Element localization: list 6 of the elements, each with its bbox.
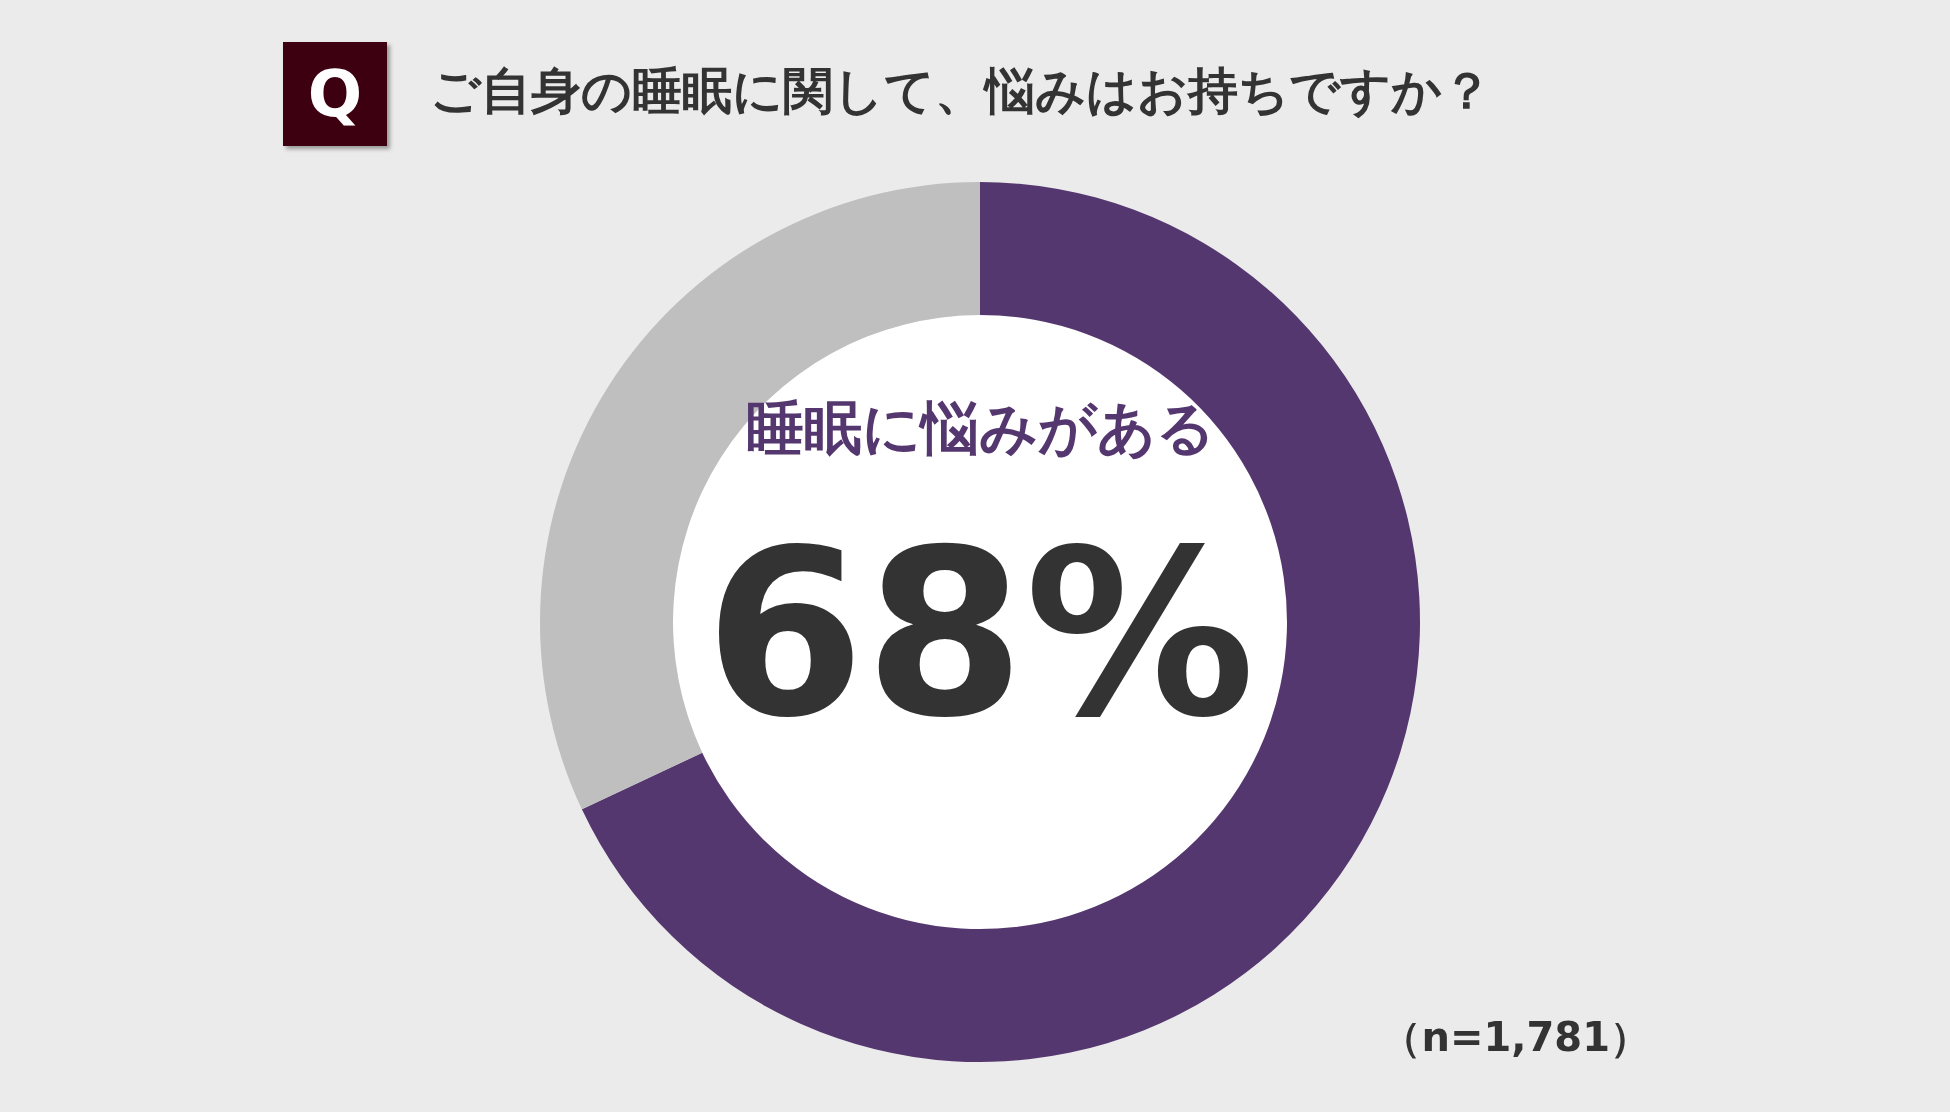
donut-slice [581,182,1420,1062]
text: （n=1,781） [1381,1013,1650,1062]
question-badge: Q [283,42,387,146]
data-label: 68% [703,501,1257,768]
chart-title: ご自身の睡眠に関して、悩みはお持ちですか？ [430,61,1492,122]
slice-label: 睡眠に悩みがある [744,393,1216,464]
